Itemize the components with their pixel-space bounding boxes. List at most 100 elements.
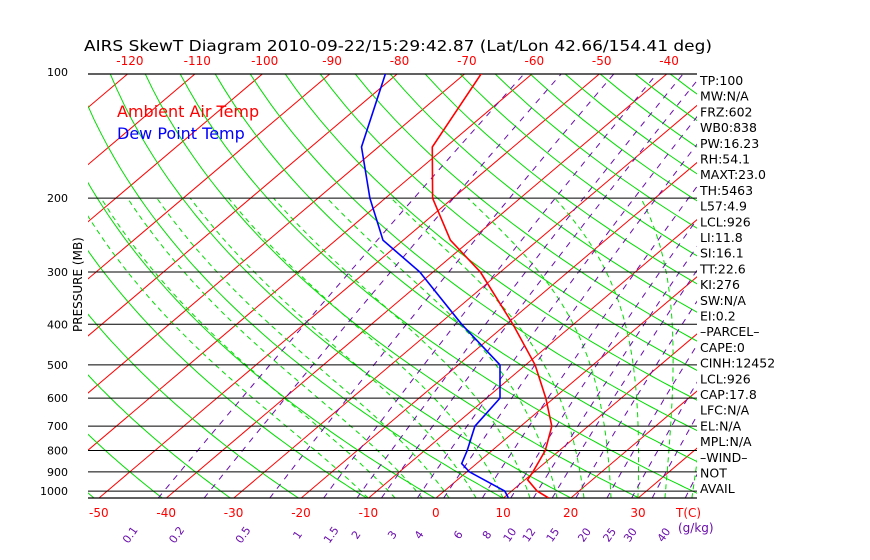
stability-index-item: SI:16.1: [700, 246, 744, 261]
dry-adiabat-line: [88, 249, 368, 498]
pressure-tick-label: 400: [47, 318, 68, 331]
stability-index-item: L57:4.9: [700, 199, 747, 214]
mixing-ratio-line: [443, 143, 697, 498]
mixing-ratio-tick-label: 10: [501, 526, 520, 545]
isotherm-line: [88, 74, 331, 280]
dewpoint-profile-line: [360, 74, 510, 498]
dry-adiabat-line: [319, 74, 697, 371]
mixing-ratio-line: [510, 218, 697, 498]
mixing-ratio-line: [416, 115, 697, 498]
top-temp-tick-label: -110: [184, 54, 211, 68]
pressure-tick-label: 100: [47, 66, 68, 79]
moist-adiabat-line: [156, 197, 450, 498]
stability-index-item: SW:N/A: [700, 293, 746, 308]
dry-adiabat-line: [249, 74, 697, 432]
pressure-tick-label: 700: [47, 420, 68, 433]
dry-adiabat-line: [842, 72, 870, 498]
top-temp-tick-label: -50: [592, 54, 612, 68]
top-temp-tick-label: -80: [390, 54, 410, 68]
isotherm-line: [0, 72, 62, 498]
mixing-ratio-tick-label: 15: [544, 526, 563, 545]
stability-index-item: EI:0.2: [700, 309, 736, 324]
bottom-temp-tick-label: -30: [224, 506, 244, 520]
moist-adiabat-line: [467, 197, 612, 498]
isotherm-line: [570, 390, 697, 498]
stability-index-item: TH:5463: [699, 183, 753, 198]
moist-adiabat-line: [554, 197, 640, 498]
mixing-ratio-tick-label: 3: [385, 528, 400, 541]
bottom-temp-tick-label: -20: [291, 506, 311, 520]
legend-ambient-air-temp: Ambient Air Temp: [117, 102, 259, 121]
chart-title: AIRS SkewT Diagram 2010-09-22/15:29:42.8…: [84, 37, 712, 55]
stability-index-item: WB0:838: [700, 120, 757, 135]
stability-index-item: TP:100: [699, 73, 743, 88]
x-axis-unit-label: T(C): [675, 506, 701, 520]
stability-index-item: LI:11.8: [700, 230, 743, 245]
stability-index-item: FRZ:602: [700, 104, 753, 119]
stability-index-item: CAP:17.8: [700, 387, 757, 402]
pressure-tick-label: 900: [47, 466, 68, 479]
top-temp-tick-label: -70: [457, 54, 477, 68]
top-temp-tick-label: -120: [116, 54, 143, 68]
dry-adiabat-line: [389, 74, 697, 313]
y-axis-label: PRESSURE (MB): [71, 237, 85, 332]
stability-index-item: LCL:926: [700, 214, 751, 229]
mixing-ratio-tick-label: 30: [621, 526, 640, 545]
pressure-tick-label: 600: [47, 392, 68, 405]
stability-index-item: CAPE:0: [700, 340, 745, 355]
isotherm-line: [88, 74, 466, 394]
isotherm-line: [435, 276, 697, 498]
pressure-tick-label: 300: [47, 266, 68, 279]
axis-labels: 0.1 0.2 0.5 1 1.5 2 3 4 6 8 10 12 15 20 25 30 4010020030…: [40, 54, 679, 546]
stability-index-item: MW:N/A: [700, 89, 749, 104]
pressure-tick-label: 1000: [40, 485, 68, 498]
dry-adiabat-line: [424, 74, 697, 285]
stability-indices-panel: TP:100MW:N/AFRZ:602WB0:838PW:16.23RH:54.…: [699, 73, 775, 496]
top-temp-tick-label: -90: [322, 54, 342, 68]
mixing-ratio-line: [323, 74, 658, 498]
mixing-ratio-tick-label: 20: [575, 526, 594, 545]
mixing-ratio-tick-label: 40: [655, 526, 674, 545]
mixing-ratio-line: [380, 79, 697, 498]
mixing-ratio-tick-label: 1.5: [321, 524, 342, 546]
stability-index-item: –PARCEL–: [700, 324, 759, 339]
dry-adiabat-line: [179, 74, 697, 494]
dry-adiabat-line: [88, 374, 231, 498]
moist-adiabat-line: [228, 197, 504, 498]
mixing-ratio-line: [269, 74, 615, 498]
stability-index-item: LFC:N/A: [700, 403, 750, 418]
mixing-ratio-unit-label: (g/kg): [678, 521, 714, 535]
isotherm-line: [165, 74, 668, 498]
moist-adiabat-line: [390, 197, 585, 498]
isotherm-line: [368, 219, 697, 498]
mixing-ratio-line: [551, 269, 697, 498]
top-temp-tick-label: -60: [524, 54, 544, 68]
mixing-ratio-tick-label: 0.1: [120, 524, 141, 546]
dry-adiabat-line: [807, 72, 870, 498]
isotherm-line: [88, 74, 196, 166]
bottom-temp-tick-label: 0: [432, 506, 440, 520]
moist-adiabat-line: [127, 197, 423, 498]
moist-adiabat-line: [640, 197, 674, 498]
mixing-ratio-tick-label: 1: [290, 528, 305, 541]
isotherm-line: [88, 74, 264, 223]
moist-adiabat-line: [100, 197, 396, 498]
isotherm-line: [773, 72, 870, 498]
bottom-temp-tick-label: -40: [156, 506, 176, 520]
stability-index-item: CINH:12452: [700, 356, 775, 371]
stability-index-item: KI:276: [700, 277, 740, 292]
mixing-ratio-tick-label: 0.5: [233, 524, 254, 546]
mixing-ratio-tick-label: 6: [451, 528, 466, 541]
isotherm-line: [88, 74, 398, 337]
bottom-temp-tick-label: -50: [89, 506, 109, 520]
bottom-temp-tick-label: 30: [630, 506, 645, 520]
mixing-ratio-tick-label: 2: [349, 528, 364, 541]
stability-index-item: MAXT:23.0: [700, 167, 766, 182]
dry-adiabat-line: [459, 74, 697, 257]
dry-adiabat-line: [214, 74, 697, 463]
dry-adiabat-line: [88, 313, 299, 498]
dry-adiabat-line: [354, 74, 697, 342]
stability-index-item: NOT: [700, 466, 727, 481]
dry-adiabat-line: [669, 74, 697, 95]
